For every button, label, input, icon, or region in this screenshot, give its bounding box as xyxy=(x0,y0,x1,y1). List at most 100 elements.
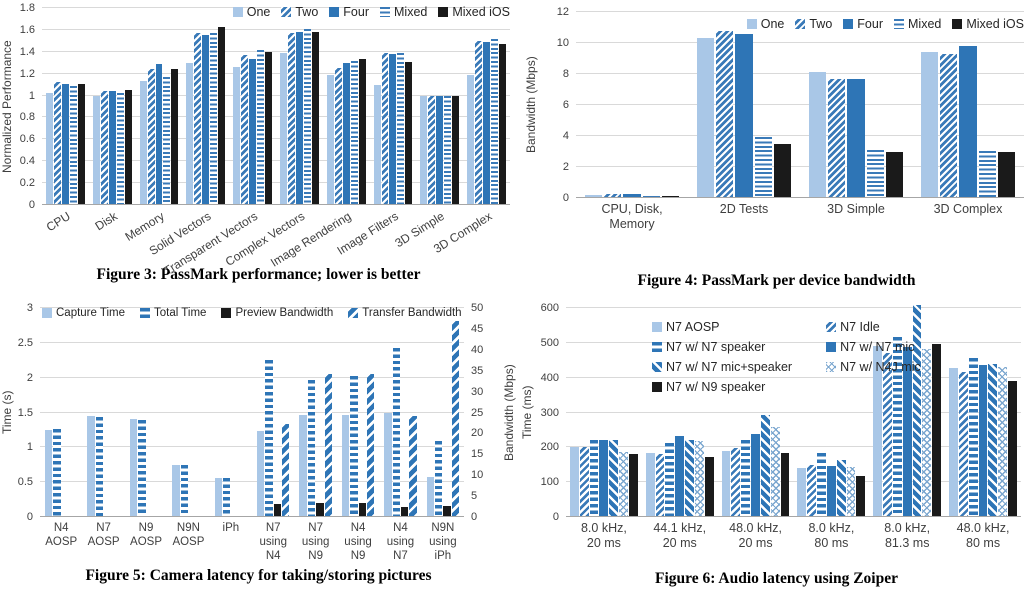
n7-aosp-bar xyxy=(721,450,731,517)
mixed-bar xyxy=(491,38,498,205)
legend-label: Four xyxy=(857,17,883,31)
y-tick-label: 200 xyxy=(540,441,559,454)
four-bar xyxy=(249,59,257,205)
bar-group-complex-vectors xyxy=(276,8,323,205)
x-tick-label-line: N7 xyxy=(265,522,281,534)
one-bar xyxy=(921,52,939,198)
gridline xyxy=(576,104,1024,105)
legend-marker-mixed xyxy=(894,19,904,29)
gridline xyxy=(576,73,1024,74)
capture-time-bar xyxy=(172,465,180,517)
y2-tick-label: 20 xyxy=(471,427,484,440)
y-tick-label: 0 xyxy=(552,511,559,523)
transfer-bandwidth-bar xyxy=(366,374,375,517)
capture-time-bar xyxy=(45,429,53,517)
one-bar xyxy=(186,62,194,205)
n7-w-n7-mic-speaker-bar xyxy=(988,363,998,517)
figure3-caption: Figure 3: PassMark performance; lower is… xyxy=(96,266,421,283)
legend-item-n7-aosp: N7 AOSP xyxy=(652,320,792,334)
legend-marker-one xyxy=(232,7,243,17)
legend-label: N7 w/ N7 mic xyxy=(840,340,915,354)
x-tick-label-line: 20 ms xyxy=(662,536,697,551)
x-tick-label-line: AOSP xyxy=(45,536,78,549)
legend-item-mixed-ios: Mixed iOS xyxy=(438,5,510,19)
x-tick-label-line: 48.0 kHz, xyxy=(729,521,782,535)
y-tick-label: 1.8 xyxy=(19,2,35,14)
x-tick-label-line: iPh xyxy=(222,522,240,534)
x-tick-label: 3D Simple xyxy=(800,198,912,233)
mixed-bar xyxy=(866,149,884,198)
x-tick-label: 48.0 kHz, 80 ms xyxy=(945,517,1021,552)
mixed-bar xyxy=(69,85,77,205)
x-tick-label: N4 using N7 xyxy=(379,517,421,563)
bar-groups xyxy=(42,8,510,205)
mixed-ios-bar xyxy=(452,95,460,205)
n7-w-n7-speaker-bar xyxy=(892,336,902,517)
mixed-ios-bar xyxy=(997,151,1016,198)
n7-idle-bar xyxy=(731,448,741,517)
x-tick-label: N7 using N9 xyxy=(294,517,336,563)
x-tick-label: CPU xyxy=(42,205,89,265)
total-time-bar xyxy=(350,376,358,517)
n7-aosp-bar xyxy=(645,452,655,517)
n7-w-n7-mic-speaker-bar xyxy=(760,415,770,517)
preview-bandwidth-bar xyxy=(316,503,324,517)
mixed-bar xyxy=(163,76,171,205)
legend-label: Four xyxy=(343,5,369,19)
x-tick-label-line: 8.0 kHz, xyxy=(884,521,931,535)
bar-group-48-0-khz-20-ms xyxy=(718,308,794,517)
figure4-y-axis-title: Bandwidth (Mbps) xyxy=(524,56,538,154)
four-bar xyxy=(342,62,350,205)
mixed-ios-bar xyxy=(358,59,366,205)
legend-marker-n7-w-n7-speaker xyxy=(652,342,662,352)
legend-item-four: Four xyxy=(843,17,883,31)
y-tick-label: 8 xyxy=(562,68,569,80)
mixed-ios-bar xyxy=(311,32,319,205)
legend-marker-preview-bandwidth xyxy=(221,308,232,318)
legend-marker-n7-w-n4j-mic xyxy=(826,362,837,372)
x-tick-label-line: N7 xyxy=(308,522,323,534)
y-tick-label: 1 xyxy=(26,441,33,454)
y-tick-label: 2.5 xyxy=(17,336,33,349)
mixed-ios-bar xyxy=(171,69,179,205)
mixed-bar xyxy=(444,95,452,205)
y2-tick-label: 50 xyxy=(471,302,484,314)
y-tick-label: 0 xyxy=(28,199,35,211)
total-time-bar xyxy=(392,347,400,517)
legend-item-preview-bandwidth: Preview Bandwidth xyxy=(221,307,333,319)
one-bar xyxy=(373,84,381,205)
x-tick-label-line: using xyxy=(386,536,415,549)
legend-marker-mixed-ios xyxy=(952,19,963,29)
legend-item-two: Two xyxy=(795,17,832,31)
four-bar xyxy=(295,32,303,205)
gridline xyxy=(42,72,510,74)
bar-group-n7-using-n4 xyxy=(252,308,294,517)
mixed-ios-bar xyxy=(218,26,226,205)
legend: Capture Time Total Time Preview Bandwidth T… xyxy=(42,307,462,319)
x-tick-label: N7 AOSP xyxy=(82,517,124,563)
legend-marker-two xyxy=(281,7,292,17)
mixed-bar xyxy=(350,60,358,205)
x-tick-label: iPh xyxy=(210,517,252,563)
x-axis-line xyxy=(576,197,1024,198)
one-bar xyxy=(233,67,241,205)
x-tick-label-line: 48.0 kHz, xyxy=(956,521,1010,535)
figure5-y-axis-title: Time (s) xyxy=(0,390,14,435)
x-tick-label-line: iPh xyxy=(434,550,452,563)
mixed-bar xyxy=(303,28,311,205)
legend-label: One xyxy=(760,17,785,31)
n7-w-n4j-mic-bar xyxy=(998,366,1008,517)
figure6-y-axis-title: Time (ms) xyxy=(520,385,534,440)
y-tick-label: 10 xyxy=(556,37,569,49)
x-tick-label-line: using xyxy=(344,536,372,549)
capture-time-bar xyxy=(299,415,307,517)
n7-w-n7-mic-bar xyxy=(902,347,912,517)
one-bar xyxy=(697,38,715,198)
figure4-plot: 0 2 4 6 8 10 12 CPU, Disk, Memory 2D Tests 3D Simp… xyxy=(557,6,1024,231)
n7-idle-bar xyxy=(958,371,968,517)
x-axis-labels: 8.0 kHz, 20 ms 44.1 kHz, 20 ms 48.0 kHz, 20 m… xyxy=(566,517,1021,552)
mixed-bar xyxy=(397,52,405,205)
legend-item-transfer-bandwidth: Transfer Bandwidth xyxy=(348,307,462,319)
x-axis-line xyxy=(566,516,1021,517)
x-tick-label: CPU, Disk, Memory xyxy=(576,198,688,233)
